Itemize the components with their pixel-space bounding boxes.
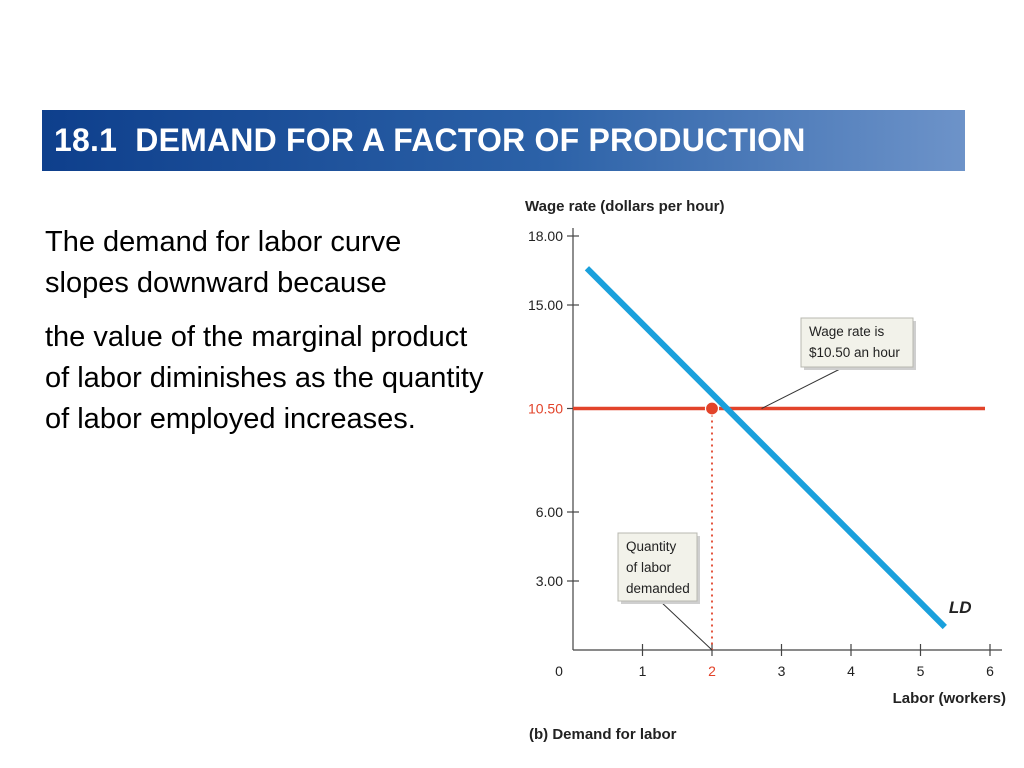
x-tick-label: 1 — [639, 663, 647, 679]
slide-title-text: DEMAND FOR A FACTOR OF PRODUCTION — [135, 122, 806, 158]
chart-axes — [572, 228, 1002, 651]
y-tick-label: 15.00 — [528, 297, 563, 313]
x-axis-label: Labor (workers) — [893, 690, 1006, 707]
y-axis-label: Wage rate (dollars per hour) — [525, 198, 724, 215]
chart-annotations: Wage rate is $10.50 an hour Quantity of lab… — [617, 317, 916, 651]
demand-curve-label: LD — [949, 598, 972, 617]
x-tick-label: 6 — [986, 663, 994, 679]
y-ticks: 3.00 6.00 10.50 15.00 18.00 — [528, 228, 579, 589]
demand-curve-line — [584, 266, 947, 630]
body-paragraph-1: The demand for labor curve slopes downwa… — [45, 226, 402, 299]
annotation-text-line: of labor — [626, 560, 672, 575]
annotation-text-line: demanded — [626, 581, 690, 596]
slide-body-text: The demand for labor curve slopes downwa… — [45, 222, 485, 440]
x-tick-label: 3 — [778, 663, 786, 679]
annotation-leader-line — [761, 366, 845, 409]
annotation-text-line: Quantity — [626, 539, 677, 554]
y-tick-label: 10.50 — [528, 401, 563, 417]
body-paragraph-2: the value of the marginal product of lab… — [45, 321, 484, 435]
annotation-leader-line — [659, 600, 713, 651]
demand-for-labor-chart: Wage rate (dollars per hour) 3.00 6.00 10.… — [525, 198, 1006, 743]
y-tick-label: 6.00 — [536, 504, 563, 520]
y-tick-label: 18.00 — [528, 228, 563, 244]
x-tick-label: 5 — [917, 663, 925, 679]
annotation-box — [617, 532, 698, 602]
equilibrium-point — [704, 401, 720, 416]
x-tick-label: 0 — [555, 663, 563, 679]
x-tick-label: 4 — [847, 663, 855, 679]
x-ticks: 0 1 2 3 4 5 6 — [555, 644, 994, 679]
y-tick-label: 3.00 — [536, 573, 563, 589]
slide-title: 18.1 DEMAND FOR A FACTOR OF PRODUCTION — [54, 122, 806, 159]
chart-caption: (b) Demand for labor — [529, 726, 677, 743]
slide-title-number: 18.1 — [54, 122, 118, 158]
annotation-box — [800, 317, 914, 368]
x-tick-label: 2 — [708, 663, 716, 679]
slide-title-bar: 18.1 DEMAND FOR A FACTOR OF PRODUCTION — [42, 110, 965, 171]
annotation-text-line: Wage rate is — [809, 324, 885, 339]
annotation-text-line: $10.50 an hour — [809, 345, 900, 360]
chart-marks: LD — [573, 266, 985, 650]
